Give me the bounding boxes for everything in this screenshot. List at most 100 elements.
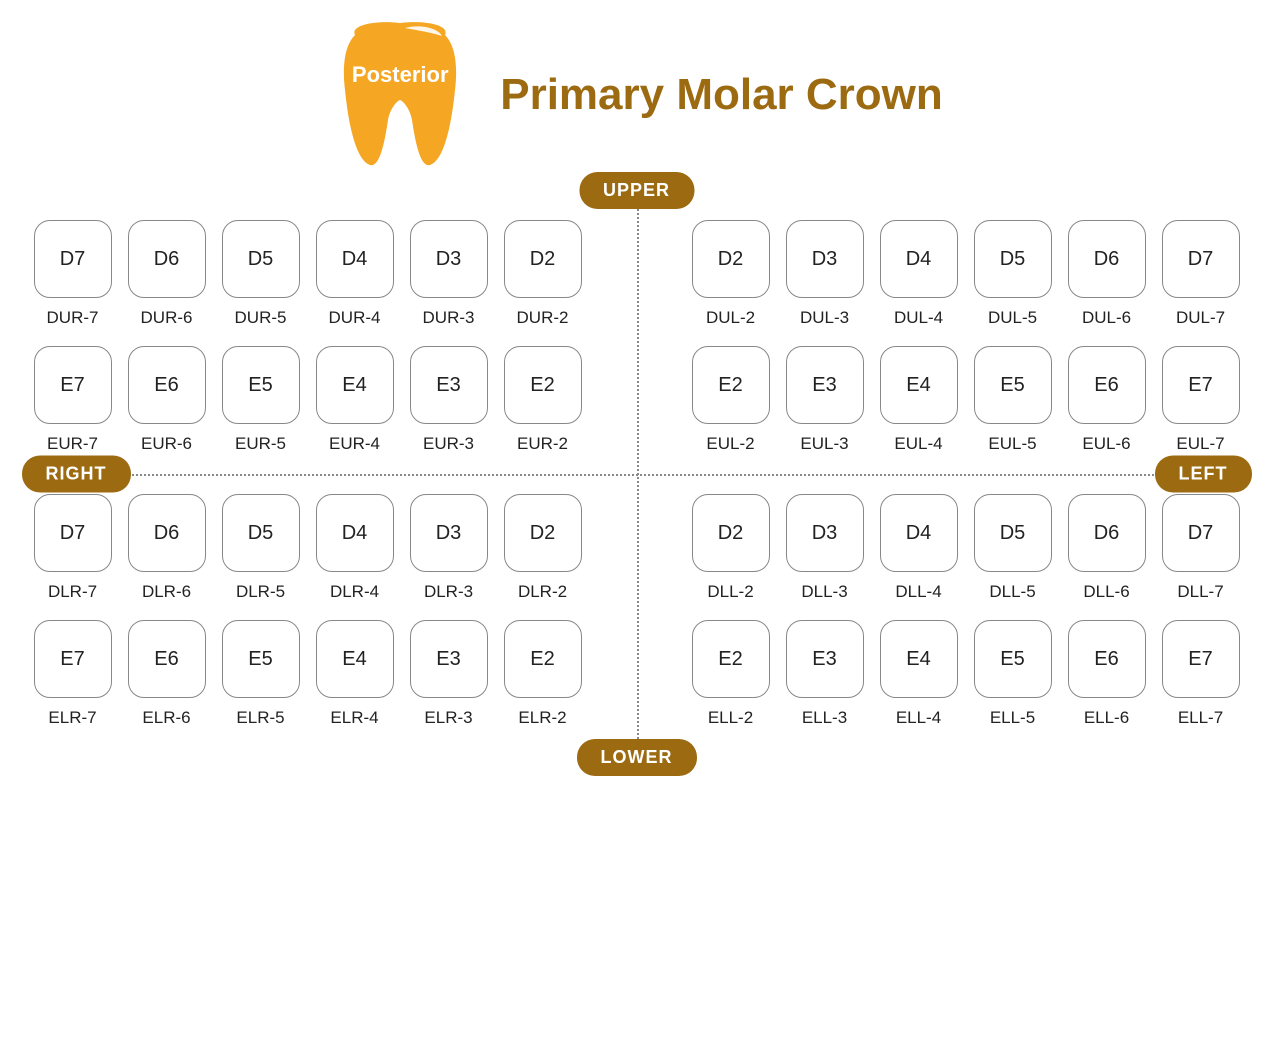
- crown-cell: D2DUL-2: [690, 220, 772, 328]
- crown-cell: D5DLR-5: [220, 494, 302, 602]
- divider-horizontal: [92, 474, 1182, 476]
- crown-code: DUR-7: [47, 308, 99, 328]
- crown-code: DLR-7: [48, 582, 97, 602]
- crown-cell: E5ELL-5: [972, 620, 1054, 728]
- crown-size-box: E3: [786, 620, 864, 698]
- crown-code: DUR-2: [517, 308, 569, 328]
- crown-size-box: E3: [410, 346, 488, 424]
- crown-size-box: D6: [128, 220, 206, 298]
- crown-cell: D6 DLL-6: [1066, 494, 1148, 602]
- crown-code: DLR-2: [518, 582, 567, 602]
- crown-cell: D6 DLR-6: [126, 494, 208, 602]
- crown-size-box: E3: [786, 346, 864, 424]
- crown-code: DLR-6: [142, 582, 191, 602]
- crown-size-box: D3: [786, 494, 864, 572]
- crown-code: DUL-4: [894, 308, 943, 328]
- crown-row: E7ELR-7E6ELR-6E5 ELR-5 E4 ELR-4 E3 ELR-3 E2ELR…: [32, 620, 584, 728]
- crown-row: D7DUR-7D6DUR-6D5DUR-5D4DUR-4D3DUR-3D2DUR…: [32, 220, 584, 328]
- crown-code: ELL-7: [1178, 708, 1223, 728]
- crown-row: E2EUL-2E3EUL-3E4EUL-4E5EUL-5E6EUL-6E7EUL…: [690, 346, 1242, 454]
- crown-code: EUR-2: [517, 434, 568, 454]
- crown-code: ELR-2: [518, 708, 566, 728]
- crown-size-box: E6: [128, 620, 206, 698]
- crown-cell: D4 DLR-4: [314, 494, 396, 602]
- crown-code: DLL-7: [1177, 582, 1223, 602]
- crown-code: EUR-4: [329, 434, 380, 454]
- crown-cell: E4 EUR-4: [314, 346, 396, 454]
- quadrant-lower-left: D2DLL-2D3DLL-3D4DLL-4D5DLL-5D6DLL-6D7DLL…: [690, 494, 1242, 728]
- crown-size-box: E4: [316, 346, 394, 424]
- crown-code: EUL-6: [1082, 434, 1130, 454]
- crown-cell: E3EUL-3: [784, 346, 866, 454]
- crown-cell: D3DLR-3: [408, 494, 490, 602]
- crown-code: DLL-2: [707, 582, 753, 602]
- crown-code: DUR-6: [141, 308, 193, 328]
- crown-code: ELR-4: [330, 708, 378, 728]
- crown-cell: E4EUL-4: [878, 346, 960, 454]
- crown-code: DUL-3: [800, 308, 849, 328]
- crown-size-box: D6: [1068, 494, 1146, 572]
- crown-size-box: D4: [316, 220, 394, 298]
- page-title: Primary Molar Crown: [500, 70, 943, 120]
- crown-cell: D5DUL-5: [972, 220, 1054, 328]
- crown-code: EUL-2: [706, 434, 754, 454]
- crown-size-box: D3: [786, 220, 864, 298]
- crown-size-box: D7: [34, 494, 112, 572]
- crown-size-box: E7: [34, 620, 112, 698]
- crown-size-box: D6: [1068, 220, 1146, 298]
- crown-cell: D4DLL-4: [878, 494, 960, 602]
- crown-size-box: E7: [34, 346, 112, 424]
- crown-size-box: D5: [974, 494, 1052, 572]
- crown-size-box: E5: [222, 620, 300, 698]
- crown-code: ELR-5: [236, 708, 284, 728]
- crown-size-box: E4: [316, 620, 394, 698]
- crown-cell: E7EUR-7: [32, 346, 114, 454]
- crown-code: ELL-2: [708, 708, 753, 728]
- crown-size-box: D4: [880, 494, 958, 572]
- crown-size-box: D2: [692, 220, 770, 298]
- crown-size-box: D4: [316, 494, 394, 572]
- crown-cell: E2ELR-2: [502, 620, 584, 728]
- crown-size-box: D7: [34, 220, 112, 298]
- crown-cell: E7ELR-7: [32, 620, 114, 728]
- crown-row: D2DLL-2D3DLL-3D4DLL-4D5DLL-5D6DLL-6D7DLL…: [690, 494, 1242, 602]
- crown-cell: D6DUL-6: [1066, 220, 1148, 328]
- label-upper: UPPER: [579, 172, 694, 209]
- crown-cell: D3 DLL-3: [784, 494, 866, 602]
- crown-cell: E3 ELR-3: [408, 620, 490, 728]
- crown-row: E2ELL-2E3ELL-3E4ELL-4E5ELL-5E6ELL-6E7ELL…: [690, 620, 1242, 728]
- crown-size-box: D5: [974, 220, 1052, 298]
- crown-code: DLL-6: [1083, 582, 1129, 602]
- tooth-icon-label: Posterior: [330, 62, 470, 88]
- crown-code: ELR-3: [424, 708, 472, 728]
- crown-cell: E4ELL-4: [878, 620, 960, 728]
- crown-cell: D7 DLL-7: [1160, 494, 1242, 602]
- crown-row: E7EUR-7E6EUR-6E5EUR-5E4EUR-4E3EUR-3E2EUR…: [32, 346, 584, 454]
- crown-cell: E6ELL-6: [1066, 620, 1148, 728]
- crown-cell: D2DUR-2: [502, 220, 584, 328]
- crown-code: DUR-5: [235, 308, 287, 328]
- crown-size-box: E3: [410, 620, 488, 698]
- crown-size-box: D5: [222, 220, 300, 298]
- crown-cell: E2 EUL-2: [690, 346, 772, 454]
- crown-code: DLR-4: [330, 582, 379, 602]
- crown-size-box: E2: [692, 346, 770, 424]
- label-lower: LOWER: [577, 739, 697, 776]
- crown-size-box: E4: [880, 346, 958, 424]
- crown-code: DUR-4: [329, 308, 381, 328]
- crown-code: DLL-3: [801, 582, 847, 602]
- crown-size-box: E4: [880, 620, 958, 698]
- crown-cell: E6ELR-6: [126, 620, 208, 728]
- crown-size-box: D7: [1162, 494, 1240, 572]
- crown-row: D7DLR-7D6DLR-6D5DLR-5D4DLR-4D3DLR-3D2DLR…: [32, 494, 584, 602]
- crown-size-box: D6: [128, 494, 206, 572]
- crown-size-box: E2: [692, 620, 770, 698]
- tooth-icon: Posterior: [330, 20, 470, 170]
- crown-code: EUR-3: [423, 434, 474, 454]
- label-left: LEFT: [1155, 456, 1252, 493]
- crown-cell: E2 ELL-2: [690, 620, 772, 728]
- crown-cell: D4 DUR-4: [314, 220, 396, 328]
- crown-size-box: E2: [504, 346, 582, 424]
- label-right: RIGHT: [22, 456, 131, 493]
- crown-code: EUR-6: [141, 434, 192, 454]
